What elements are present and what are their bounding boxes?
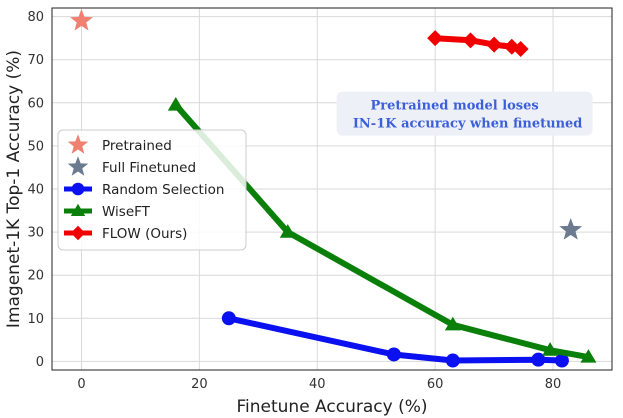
legend-label: FLOW (Ours) <box>102 226 187 242</box>
series-random-selection <box>221 311 569 368</box>
legend-label: Full Finetuned <box>102 160 196 176</box>
data-point <box>462 32 479 49</box>
data-point <box>531 352 546 367</box>
y-tick-label: 30 <box>27 226 44 241</box>
legend-item: Full Finetuned <box>67 156 196 176</box>
legend-marker <box>71 182 85 196</box>
legend-label: WiseFT <box>102 204 151 220</box>
y-tick-label: 0 <box>36 355 44 370</box>
y-tick-label: 40 <box>27 183 44 198</box>
y-tick-label: 20 <box>27 269 44 284</box>
plot-border <box>51 7 613 371</box>
legend-marker <box>70 225 86 241</box>
series <box>70 8 597 368</box>
series-flow-ours <box>427 30 529 57</box>
x-tick-label: 20 <box>191 377 208 392</box>
data-point <box>559 217 583 240</box>
annotation-box <box>336 91 593 136</box>
annotation-line-1: Pretrained model loses <box>371 99 539 114</box>
legend-box <box>57 129 247 251</box>
x-tick-label: 80 <box>545 377 562 392</box>
y-tick-label: 80 <box>27 10 44 25</box>
y-axis-label: Imagenet-1K Top-1 Accuracy (%) <box>4 50 24 328</box>
annotation: Pretrained model loses IN-1K accuracy wh… <box>336 91 593 136</box>
y-tick-label: 10 <box>27 312 44 327</box>
legend-marker <box>67 134 89 154</box>
x-axis-label: Finetune Accuracy (%) <box>236 397 427 417</box>
legend-item: FLOW (Ours) <box>64 225 187 242</box>
data-point <box>386 347 401 362</box>
legend-label: Pretrained <box>102 138 172 154</box>
data-point <box>512 40 529 57</box>
series-wiseft <box>167 96 597 363</box>
data-point <box>70 8 93 31</box>
x-tick-label: 0 <box>77 377 85 392</box>
data-point <box>580 349 597 363</box>
legend: Pretrained Full Finetuned Random Selection… <box>57 129 247 251</box>
legend-item: Pretrained <box>67 134 172 154</box>
legend-marker <box>70 203 86 217</box>
data-point <box>444 316 461 331</box>
legend-marker <box>67 156 89 176</box>
y-tick-label: 60 <box>27 96 44 111</box>
series-pretrained <box>70 8 93 31</box>
legend-label: Random Selection <box>102 182 224 198</box>
x-tick-label: 60 <box>427 377 444 392</box>
data-point <box>503 38 520 55</box>
legend-item: Random Selection <box>64 182 224 198</box>
annotation-line-2: IN-1K accuracy when finetuned <box>353 117 583 132</box>
x-tick-label: 40 <box>309 377 326 392</box>
tick-labels: 0 20 40 60 80 0 10 20 30 40 50 60 70 80 <box>27 10 561 392</box>
y-tick-label: 50 <box>27 139 44 154</box>
data-point <box>167 96 184 111</box>
series-full-finetuned <box>559 217 583 240</box>
legend-item: WiseFT <box>64 203 151 220</box>
data-point <box>542 342 559 356</box>
data-point <box>486 36 503 53</box>
data-point <box>221 311 236 326</box>
data-point <box>445 353 460 368</box>
data-point <box>427 30 444 47</box>
data-point <box>554 353 569 368</box>
data-point <box>279 224 296 238</box>
y-tick-label: 70 <box>27 53 44 68</box>
